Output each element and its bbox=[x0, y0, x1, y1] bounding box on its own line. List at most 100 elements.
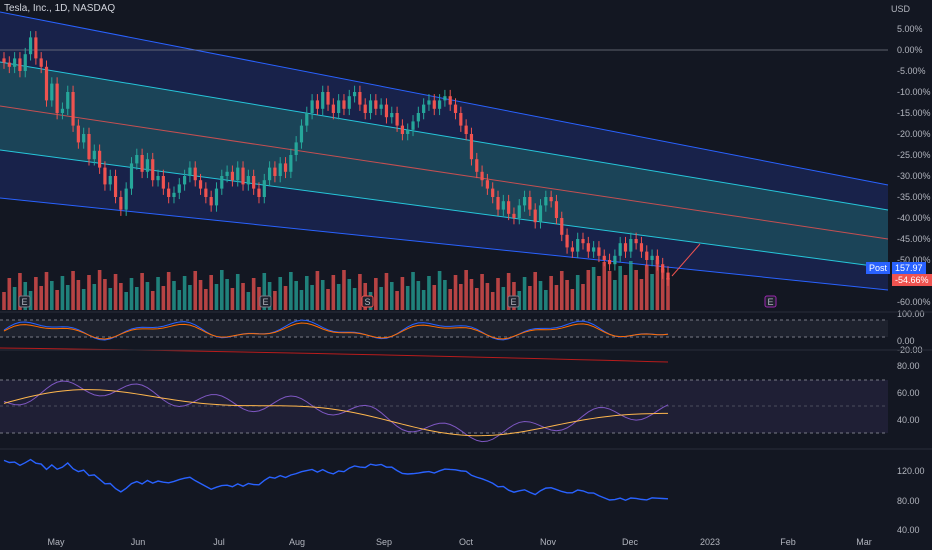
event-marker-label: S bbox=[365, 297, 371, 307]
candle-body bbox=[92, 150, 96, 160]
lower-axis-label: 40.00 bbox=[897, 525, 920, 535]
candle-body bbox=[246, 176, 250, 185]
volume-bar bbox=[389, 282, 394, 310]
candle-body bbox=[124, 188, 128, 210]
post-price: 157.97 bbox=[892, 262, 926, 274]
volume-bar bbox=[156, 277, 160, 310]
candle-body bbox=[283, 163, 288, 172]
volume-bar bbox=[188, 285, 192, 310]
candle-body bbox=[326, 92, 330, 105]
candle-body bbox=[18, 58, 22, 71]
candle-body bbox=[225, 171, 229, 176]
volume-bar bbox=[570, 289, 575, 310]
channel-mid-line bbox=[0, 105, 889, 240]
price-axis-label: -40.00% bbox=[897, 213, 931, 223]
volume-bar bbox=[522, 277, 527, 310]
event-marker-box bbox=[259, 295, 272, 308]
candle-body bbox=[119, 197, 123, 210]
candle-body bbox=[183, 176, 187, 185]
candle-body bbox=[501, 201, 505, 210]
rsi-axis-label: 60.00 bbox=[897, 388, 920, 398]
candle-body bbox=[384, 104, 389, 118]
volume-bar bbox=[331, 275, 336, 310]
candle-body bbox=[7, 62, 11, 67]
x-axis-label: Sep bbox=[376, 537, 392, 547]
lower-axis-label: 80.00 bbox=[897, 496, 920, 506]
volume-bar bbox=[501, 287, 506, 310]
candle-body bbox=[469, 134, 474, 160]
volume-bar bbox=[140, 273, 144, 310]
currency-label: USD bbox=[890, 4, 910, 14]
candle-body bbox=[623, 243, 628, 252]
stoch-d-line bbox=[3, 322, 669, 340]
volume-bar bbox=[559, 271, 564, 310]
candle-body bbox=[193, 167, 197, 181]
candle-body bbox=[639, 243, 644, 252]
volume-bar bbox=[2, 292, 6, 310]
candle-body bbox=[55, 83, 59, 113]
candle-body bbox=[252, 176, 256, 189]
candle-body bbox=[374, 100, 378, 109]
candle-body bbox=[331, 104, 335, 113]
volume-bar bbox=[591, 267, 596, 310]
volume-bar bbox=[528, 286, 532, 310]
volume-bar bbox=[294, 281, 298, 310]
candle-body bbox=[289, 155, 293, 172]
candle-body bbox=[597, 247, 601, 256]
volume-bar bbox=[379, 287, 383, 310]
volume-bar bbox=[666, 278, 670, 310]
change-pct-label: -54.66% bbox=[892, 274, 932, 286]
volume-bar bbox=[655, 260, 660, 310]
volume-bar bbox=[97, 270, 102, 310]
volume-bar bbox=[119, 283, 123, 310]
candle-body bbox=[299, 125, 304, 143]
event-marker-box bbox=[507, 295, 520, 308]
price-axis-label: 0.00% bbox=[897, 45, 923, 55]
candle-body bbox=[230, 171, 235, 181]
volume-bar bbox=[342, 270, 346, 310]
candle-body bbox=[368, 100, 373, 113]
volume-bar bbox=[384, 273, 389, 310]
candle-body bbox=[437, 100, 442, 109]
x-axis-label: Nov bbox=[540, 537, 557, 547]
volume-bar bbox=[326, 289, 330, 310]
candle-body bbox=[268, 167, 272, 181]
volume-bar bbox=[623, 275, 628, 310]
candle-body bbox=[459, 113, 463, 126]
x-axis-label: Jul bbox=[213, 537, 225, 547]
candle-body bbox=[310, 100, 314, 113]
candle-body bbox=[560, 218, 564, 235]
volume-bar bbox=[262, 273, 267, 310]
price-axis-label: -25.00% bbox=[897, 150, 931, 160]
volume-bar bbox=[177, 290, 182, 310]
candle-body bbox=[13, 58, 17, 67]
price-axis-label: 5.00% bbox=[897, 24, 923, 34]
candle-body bbox=[512, 213, 516, 218]
stoch-slow-line bbox=[0, 347, 669, 363]
x-axis-label: Oct bbox=[459, 537, 474, 547]
candle-body bbox=[257, 188, 261, 197]
candle-body bbox=[241, 167, 245, 185]
candle-body bbox=[666, 272, 670, 280]
candle-body bbox=[491, 188, 495, 197]
candle-body bbox=[634, 239, 638, 244]
volume-bar bbox=[469, 279, 474, 310]
candle-body bbox=[347, 96, 351, 109]
candle-body bbox=[480, 171, 484, 181]
volume-bar bbox=[597, 276, 601, 310]
volume-bar bbox=[480, 274, 484, 310]
candle-body bbox=[188, 167, 192, 176]
candle-body bbox=[39, 58, 43, 67]
candle-body bbox=[98, 150, 102, 168]
candle-body bbox=[533, 209, 537, 223]
candle-body bbox=[661, 264, 665, 273]
candle-body bbox=[549, 197, 553, 202]
volume-bar bbox=[108, 288, 113, 310]
volume-bar bbox=[7, 278, 12, 310]
candle-body bbox=[214, 188, 219, 206]
candle-body bbox=[565, 234, 569, 248]
candle-body bbox=[618, 243, 622, 256]
volume-bar bbox=[453, 275, 458, 310]
candle-body bbox=[60, 108, 65, 113]
volume-bar bbox=[660, 269, 665, 310]
